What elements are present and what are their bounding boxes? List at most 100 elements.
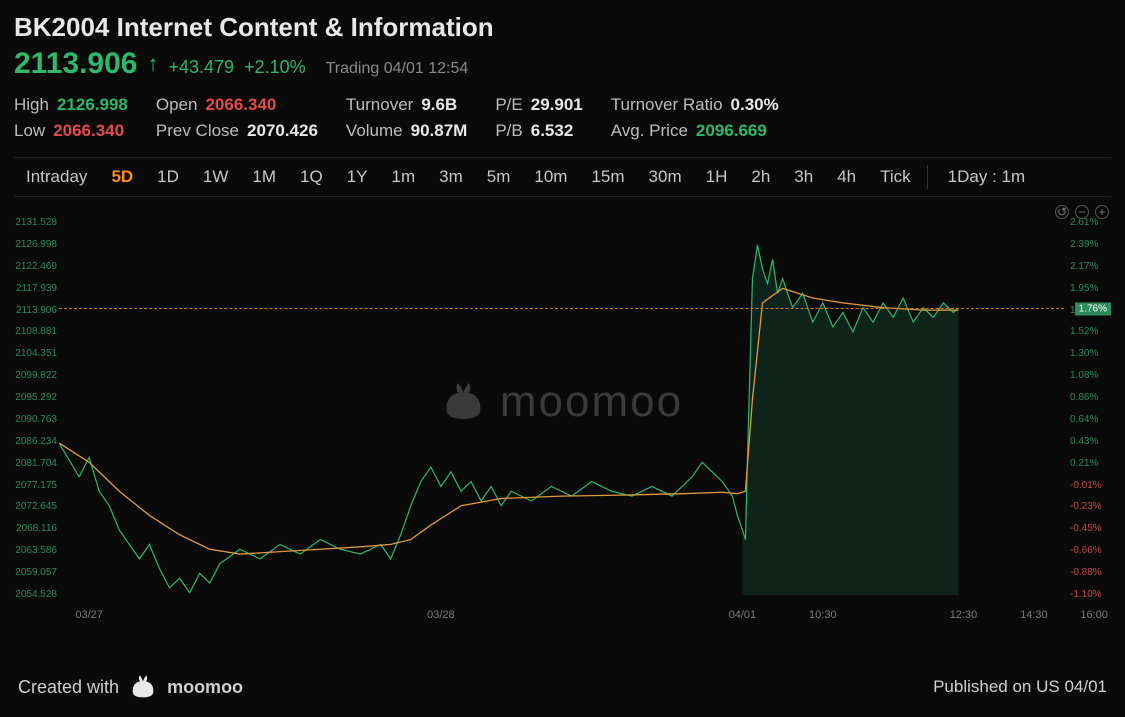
y-left-tick: 2126.998 <box>12 239 57 250</box>
pb-value: 6.532 <box>531 121 574 141</box>
low-label: Low <box>14 121 45 141</box>
plot-area[interactable]: moomoo 1.76% <box>59 223 1064 595</box>
current-price-line: 1.76% <box>59 308 1064 309</box>
x-tick: 03/28 <box>427 609 455 621</box>
chart-area[interactable]: ↺ − + 2131.5282126.9982122.4692117.93921… <box>14 203 1111 625</box>
timeframe-tab-3m[interactable]: 3m <box>427 157 475 197</box>
y-axis-right: 2.61%2.39%2.17%1.95%1.76%1.52%1.30%1.08%… <box>1066 223 1111 595</box>
y-right-tick: -0.23% <box>1070 501 1115 512</box>
y-right-tick: 1.30% <box>1070 348 1115 359</box>
app-root: BK2004 Internet Content & Information 21… <box>0 0 1125 717</box>
instrument-name: Internet Content & Information <box>117 12 494 42</box>
change-percent: +2.10% <box>244 57 306 78</box>
price-chart-svg <box>59 223 1064 595</box>
x-tick: 16:00 <box>1080 609 1108 621</box>
footer: Created with moomoo Published on US 04/0… <box>0 657 1125 717</box>
prev-close-label: Prev Close <box>156 121 239 141</box>
y-right-tick: -0.45% <box>1070 523 1115 534</box>
x-tick: 10:30 <box>809 609 837 621</box>
stats-panel: High 2126.998 Low 2066.340 Open 2066.340 Pr… <box>14 95 1111 141</box>
timeframe-tab-2h[interactable]: 2h <box>739 157 782 197</box>
timeframe-tab-10m[interactable]: 10m <box>522 157 579 197</box>
timeframe-tab-1m[interactable]: 1m <box>380 157 428 197</box>
footer-created-with: Created with <box>18 677 119 698</box>
x-tick: 03/27 <box>75 609 103 621</box>
page-title: BK2004 Internet Content & Information <box>14 12 494 43</box>
y-left-tick: 2122.469 <box>12 261 57 272</box>
bull-icon <box>129 673 157 701</box>
high-value: 2126.998 <box>57 95 128 115</box>
y-left-tick: 2131.528 <box>12 217 57 228</box>
timeframe-tab-5d[interactable]: 5D <box>99 157 145 197</box>
y-right-tick: -0.66% <box>1070 545 1115 556</box>
y-left-tick: 2068.116 <box>12 523 57 534</box>
high-label: High <box>14 95 49 115</box>
brand-logo <box>129 673 157 701</box>
x-axis: 03/2703/2804/0110:3012:3014:3016:00 <box>59 607 1064 625</box>
y-right-tick: -1.10% <box>1070 589 1115 600</box>
timeframe-tab-1w[interactable]: 1W <box>191 157 241 197</box>
open-label: Open <box>156 95 198 115</box>
status-label: Trading <box>326 60 380 77</box>
trading-status: Trading 04/01 12:54 <box>326 60 469 78</box>
pb-label: P/B <box>495 121 522 141</box>
ticker: BK2004 <box>14 12 109 42</box>
y-axis-left: 2131.5282126.9982122.4692117.9392113.906… <box>14 223 59 595</box>
timeframe-tab-1h[interactable]: 1H <box>694 157 740 197</box>
y-right-tick: 2.17% <box>1070 261 1115 272</box>
timeframe-tab-1y[interactable]: 1Y <box>335 157 380 197</box>
y-left-tick: 2054.528 <box>12 589 57 600</box>
y-left-tick: 2099.822 <box>12 370 57 381</box>
y-right-tick: -0.01% <box>1070 480 1115 491</box>
current-pct-tag: 1.76% <box>1075 303 1111 316</box>
y-left-tick: 2117.939 <box>12 283 57 294</box>
y-left-tick: 2063.586 <box>12 545 57 556</box>
avg-price-value: 2096.669 <box>696 121 767 141</box>
volume-value: 90.87M <box>411 121 468 141</box>
change-absolute: +43.479 <box>168 57 234 78</box>
avg-price-label: Avg. Price <box>611 121 688 141</box>
last-price: 2113.906 <box>14 47 137 81</box>
y-right-tick: 0.43% <box>1070 436 1115 447</box>
x-tick: 12:30 <box>950 609 978 621</box>
turnover-ratio-value: 0.30% <box>731 95 779 115</box>
timeframe-tab-5m[interactable]: 5m <box>475 157 523 197</box>
status-time: 04/01 12:54 <box>384 60 469 77</box>
y-right-tick: 1.52% <box>1070 326 1115 337</box>
prev-close-value: 2070.426 <box>247 121 318 141</box>
title-row: BK2004 Internet Content & Information <box>14 12 1111 43</box>
timeframe-resolution[interactable]: 1Day : 1m <box>936 157 1037 197</box>
timeframe-tabs: Intraday5D1D1W1M1Q1Y1m3m5m10m15m30m1H2h3… <box>14 157 1111 197</box>
y-left-tick: 2077.175 <box>12 480 57 491</box>
volume-label: Volume <box>346 121 403 141</box>
open-value: 2066.340 <box>205 95 276 115</box>
x-tick: 04/01 <box>729 609 757 621</box>
y-left-tick: 2113.906 <box>12 305 57 316</box>
y-left-tick: 2081.704 <box>12 458 57 469</box>
y-left-tick: 2059.057 <box>12 567 57 578</box>
timeframe-tab-30m[interactable]: 30m <box>637 157 694 197</box>
turnover-value: 9.6B <box>421 95 457 115</box>
undo-icon[interactable]: ↺ <box>1055 205 1069 219</box>
low-value: 2066.340 <box>53 121 124 141</box>
timeframe-tab-intraday[interactable]: Intraday <box>14 157 99 197</box>
arrow-up-icon: ↑ <box>147 51 158 77</box>
pe-label: P/E <box>495 95 522 115</box>
timeframe-tab-4h[interactable]: 4h <box>825 157 868 197</box>
timeframe-tab-1q[interactable]: 1Q <box>288 157 335 197</box>
y-left-tick: 2108.881 <box>12 326 57 337</box>
y-right-tick: 2.39% <box>1070 239 1115 250</box>
footer-published: Published on US 04/01 <box>933 677 1107 697</box>
price-row: 2113.906 ↑ +43.479 +2.10% Trading 04/01 … <box>14 47 1111 81</box>
y-right-tick: -0.88% <box>1070 567 1115 578</box>
turnover-label: Turnover <box>346 95 413 115</box>
brand-text: moomoo <box>167 677 243 698</box>
timeframe-tab-15m[interactable]: 15m <box>579 157 636 197</box>
timeframe-tab-tick[interactable]: Tick <box>868 157 923 197</box>
tab-separator <box>927 165 928 189</box>
timeframe-tab-1m[interactable]: 1M <box>240 157 288 197</box>
y-left-tick: 2090.763 <box>12 414 57 425</box>
timeframe-tab-1d[interactable]: 1D <box>145 157 191 197</box>
y-left-tick: 2095.292 <box>12 392 57 403</box>
timeframe-tab-3h[interactable]: 3h <box>782 157 825 197</box>
